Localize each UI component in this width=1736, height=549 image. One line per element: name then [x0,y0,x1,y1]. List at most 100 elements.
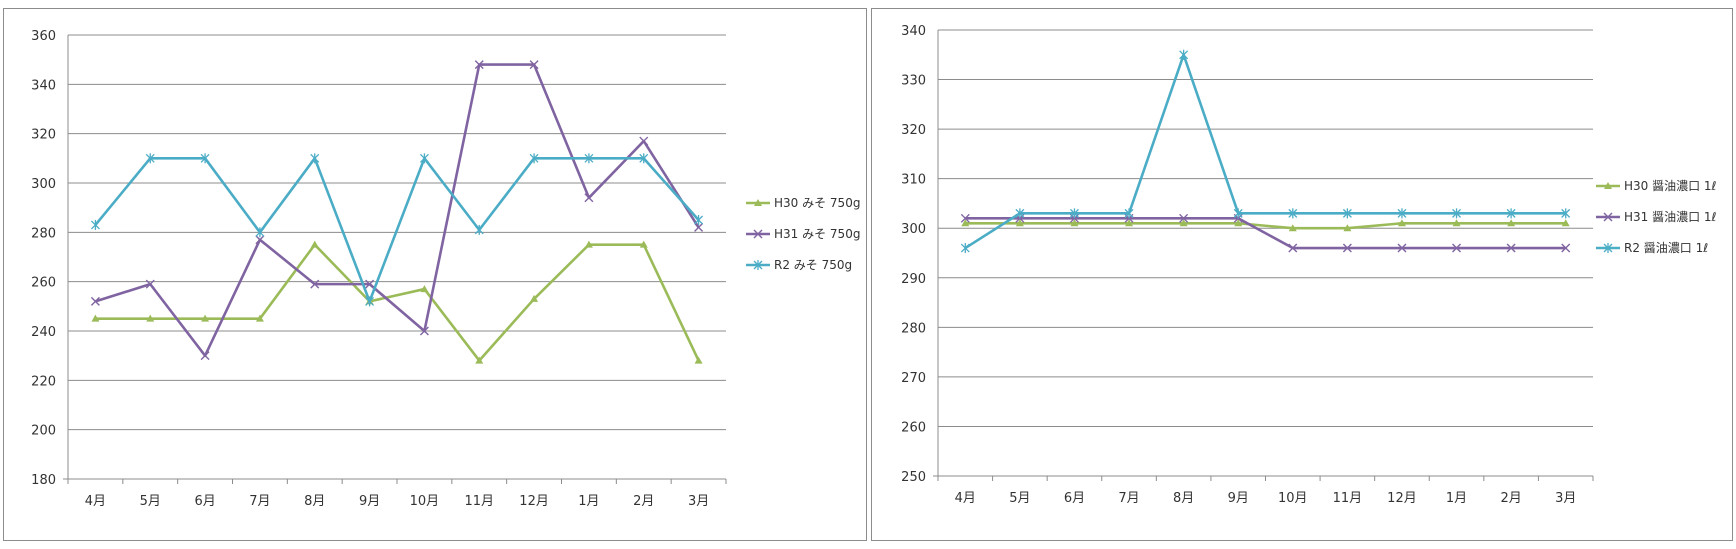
y-tick-label: 360 [31,29,56,44]
data-point [474,60,484,70]
data-point [1288,243,1298,253]
legend-label: H30 醤油濃口 1ℓ [1624,178,1717,193]
x-tick-label: 4月 [955,491,976,506]
data-point [1507,219,1516,227]
data-point [960,213,970,223]
data-point [1452,243,1462,253]
y-tick-label: 340 [31,78,56,93]
x-tick-label: 6月 [1064,491,1085,506]
x-tick-label: 9月 [359,494,380,509]
data-point [639,153,649,164]
x-tick-label: 10月 [1278,491,1308,506]
gridlines [938,29,1593,477]
data-point [1288,224,1297,232]
y-tick-label: 300 [31,177,56,192]
series-line [964,53,1566,250]
series-line [95,63,700,357]
data-point [639,136,649,146]
legend-entry: H30 醤油濃口 1ℓ [1596,178,1717,193]
x-tick-label: 7月 [249,494,270,509]
legend-marker [1604,182,1612,189]
legend-marker [753,260,763,270]
legend-marker [754,199,762,206]
gridlines [68,34,726,480]
x-tick-label: 10月 [410,494,440,509]
x-tick-label: 5月 [1009,491,1030,506]
data-point [1124,208,1134,219]
y-tick-label: 200 [31,424,56,439]
data-point [639,240,648,248]
legend-marker [1603,243,1613,253]
x-tick-label: 8月 [1173,491,1194,506]
legend-label: H30 みそ 750g [774,196,860,210]
data-point [1397,219,1406,227]
series-0 [91,240,703,364]
y-tick-label: 270 [901,371,926,386]
data-point [475,356,484,364]
y-tick-label: 320 [901,123,926,138]
data-point [694,222,704,232]
data-point [529,60,539,70]
data-point [529,153,539,164]
y-tick-label: 220 [31,374,56,389]
legend-entry: H31 醤油濃口 1ℓ [1596,209,1717,224]
data-point [1561,219,1570,227]
y-tick-label: 290 [901,272,926,287]
y-tick-label: 180 [31,473,56,488]
legend-label: R2 みそ 750g [774,258,852,272]
data-point [365,279,375,289]
data-point [419,326,429,336]
data-point [584,240,593,248]
data-point [1179,49,1189,60]
data-point [584,153,594,164]
data-point [145,279,155,289]
y-tick-label: 320 [31,128,56,143]
chart-miso-svg: 180 200 220 240 260 280 300 320 340 360 4月 5月 6月 7月 8月… [31,29,860,509]
y-tick-label: 250 [901,470,926,485]
series-1 [960,213,1571,253]
data-point [474,224,484,235]
data-point [1397,208,1407,219]
y-tick-label: 340 [901,24,926,39]
data-point [961,219,970,227]
series-line [94,157,700,303]
data-point [145,153,155,164]
legend-marker [1603,212,1613,222]
data-point [1234,219,1243,227]
legend-label: R2 醤油濃口 1ℓ [1624,240,1708,255]
data-point [694,215,704,225]
data-point [200,153,210,164]
legend-marker [753,229,763,239]
data-point [1015,208,1025,219]
legend-entry: H30 みそ 750g [746,196,860,210]
data-point [1506,208,1516,219]
chart-miso: 180 200 220 240 260 280 300 320 340 360 4月 5月 6月 7月 8月… [3,8,867,541]
x-tick-label: 8月 [304,494,325,509]
x-tick-label: 3月 [1555,491,1576,506]
series-1 [90,60,704,361]
y-tick-label: 260 [31,276,56,291]
y-tick-label: 280 [31,226,56,241]
y-tick-label: 300 [901,222,926,237]
series-0 [961,219,1570,232]
data-point [1561,208,1571,219]
data-point [1179,219,1188,227]
data-point [1070,219,1079,227]
data-point [420,285,429,293]
data-point [694,356,703,364]
series-line [965,221,1566,230]
data-point [90,296,100,306]
y-tick-label: 260 [901,420,926,435]
series-line [965,217,1566,250]
data-point [255,235,265,245]
x-tick-label: 9月 [1228,491,1249,506]
chart-shoyu-svg: 250 260 270 280 290 300 310 320 330 340 4月 5月 6月 7月 8月… [901,24,1717,506]
data-point [1452,208,1462,219]
x-tick-label: 12月 [519,494,549,509]
y-tick-label: 310 [901,173,926,188]
x-tick-label: 2月 [633,494,654,509]
data-point [310,153,320,164]
x-tick-label: 6月 [194,494,215,509]
data-point [1397,243,1407,253]
data-point [200,351,210,361]
